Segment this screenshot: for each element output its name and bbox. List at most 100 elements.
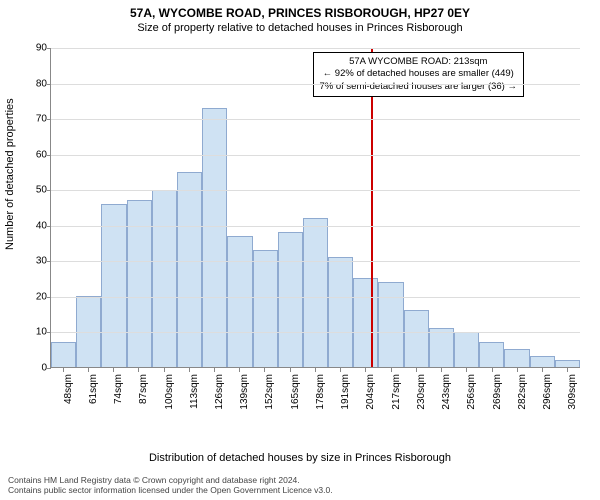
bar xyxy=(555,360,580,367)
x-tick: 243sqm xyxy=(429,368,454,418)
y-tick-mark xyxy=(47,48,51,49)
x-tick: 48sqm xyxy=(50,368,75,418)
x-tick-text: 178sqm xyxy=(315,374,326,410)
x-tick-mark xyxy=(567,368,568,372)
x-tick: 217sqm xyxy=(378,368,403,418)
x-tick: 204sqm xyxy=(353,368,378,418)
x-tick-text: 191sqm xyxy=(340,374,351,410)
x-tick-text: 100sqm xyxy=(164,374,175,410)
bar xyxy=(278,232,303,367)
annotation-line: ← 92% of detached houses are smaller (44… xyxy=(320,68,518,80)
x-tick: 61sqm xyxy=(75,368,100,418)
x-tick: 152sqm xyxy=(252,368,277,418)
gridline xyxy=(51,190,580,191)
x-tick-text: 296sqm xyxy=(542,374,553,410)
x-tick: 269sqm xyxy=(479,368,504,418)
x-tick-mark xyxy=(315,368,316,372)
gridline xyxy=(51,48,580,49)
y-tick-label: 10 xyxy=(23,327,47,338)
x-tick-text: 230sqm xyxy=(416,374,427,410)
x-tick-mark xyxy=(441,368,442,372)
bar xyxy=(152,190,177,367)
x-tick: 165sqm xyxy=(277,368,302,418)
x-tick-mark xyxy=(138,368,139,372)
x-tick-mark xyxy=(239,368,240,372)
bar xyxy=(404,310,429,367)
bar xyxy=(378,282,403,367)
bar xyxy=(51,342,76,367)
footer-attribution: Contains HM Land Registry data © Crown c… xyxy=(8,475,333,496)
annotation-box: 57A WYCOMBE ROAD: 213sqm← 92% of detache… xyxy=(313,52,525,97)
bar xyxy=(479,342,504,367)
gridline xyxy=(51,332,580,333)
x-tick-text: 126sqm xyxy=(214,374,225,410)
gridline xyxy=(51,261,580,262)
y-tick-label: 70 xyxy=(23,114,47,125)
x-tick-text: 165sqm xyxy=(290,374,301,410)
x-tick-mark xyxy=(88,368,89,372)
x-tick: 230sqm xyxy=(403,368,428,418)
y-tick-label: 90 xyxy=(23,43,47,54)
plot-area: 57A WYCOMBE ROAD: 213sqm← 92% of detache… xyxy=(50,48,580,368)
y-tick-mark xyxy=(47,155,51,156)
x-tick: 126sqm xyxy=(201,368,226,418)
x-tick: 100sqm xyxy=(151,368,176,418)
bar xyxy=(454,332,479,367)
x-tick-mark xyxy=(164,368,165,372)
bar xyxy=(253,250,278,367)
y-tick-label: 30 xyxy=(23,256,47,267)
x-tick: 139sqm xyxy=(227,368,252,418)
x-tick-mark xyxy=(113,368,114,372)
y-tick-label: 20 xyxy=(23,291,47,302)
x-tick-text: 74sqm xyxy=(113,374,124,404)
x-axis-label: Distribution of detached houses by size … xyxy=(0,452,600,464)
x-tick-mark xyxy=(63,368,64,372)
gridline xyxy=(51,119,580,120)
bar xyxy=(353,278,378,367)
x-tick: 74sqm xyxy=(100,368,125,418)
x-tick-mark xyxy=(189,368,190,372)
x-tick-text: 256sqm xyxy=(466,374,477,410)
x-tick-text: 152sqm xyxy=(264,374,275,410)
x-tick: 309sqm xyxy=(555,368,580,418)
y-tick-label: 60 xyxy=(23,149,47,160)
y-tick-label: 40 xyxy=(23,220,47,231)
x-tick-text: 87sqm xyxy=(138,374,149,404)
gridline xyxy=(51,226,580,227)
bar xyxy=(429,328,454,367)
x-tick: 191sqm xyxy=(328,368,353,418)
title-block: 57A, WYCOMBE ROAD, PRINCES RISBOROUGH, H… xyxy=(0,0,600,34)
x-tick-mark xyxy=(517,368,518,372)
y-tick-mark xyxy=(47,190,51,191)
y-tick-label: 0 xyxy=(23,363,47,374)
x-tick-mark xyxy=(365,368,366,372)
bar xyxy=(530,356,555,367)
y-tick-mark xyxy=(47,119,51,120)
bar xyxy=(504,349,529,367)
x-tick: 256sqm xyxy=(454,368,479,418)
x-tick: 282sqm xyxy=(504,368,529,418)
y-tick-label: 50 xyxy=(23,185,47,196)
x-tick-mark xyxy=(391,368,392,372)
x-tick: 87sqm xyxy=(126,368,151,418)
page-title: 57A, WYCOMBE ROAD, PRINCES RISBOROUGH, H… xyxy=(0,6,600,20)
bar xyxy=(227,236,252,367)
x-tick-text: 269sqm xyxy=(492,374,503,410)
x-tick-text: 113sqm xyxy=(189,374,200,409)
x-tick-text: 217sqm xyxy=(391,374,402,410)
y-tick-mark xyxy=(47,226,51,227)
x-tick-text: 309sqm xyxy=(567,374,578,410)
x-tick-text: 243sqm xyxy=(441,374,452,410)
x-tick: 178sqm xyxy=(302,368,327,418)
x-tick-mark xyxy=(416,368,417,372)
x-tick-mark xyxy=(542,368,543,372)
y-tick-mark xyxy=(47,261,51,262)
bar xyxy=(202,108,227,367)
x-tick-text: 48sqm xyxy=(63,374,74,404)
bar xyxy=(101,204,126,367)
bar xyxy=(303,218,328,367)
bar xyxy=(177,172,202,367)
x-tick-text: 204sqm xyxy=(365,374,376,410)
annotation-line: 57A WYCOMBE ROAD: 213sqm xyxy=(320,56,518,68)
x-tick-mark xyxy=(264,368,265,372)
